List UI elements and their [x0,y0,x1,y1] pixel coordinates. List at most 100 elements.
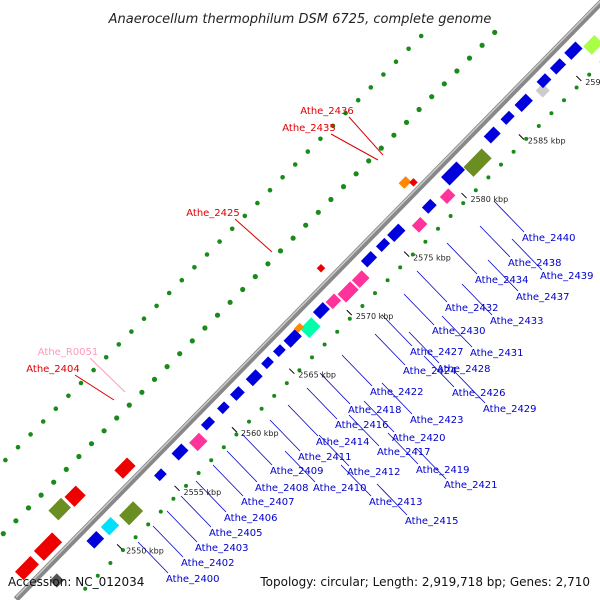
gene-group [189,432,208,452]
gc-dot [114,415,120,421]
leader-line [363,400,395,433]
gc-dot [15,444,21,450]
gene-feature [261,356,274,370]
gene-feature [463,148,492,177]
gene-group [217,401,230,415]
gene-feature [387,223,406,243]
tick-label: 2590 kbp [585,78,600,87]
gene-label: Athe_2402 [181,558,235,569]
gc-dot [154,303,159,309]
gene-label: Athe_2433 [490,316,544,327]
gene-labels: Athe_2436 Athe_2435 Athe_2425 Athe_R0051 Ath… [26,106,593,585]
leader-line [493,200,525,233]
gc-dot [0,531,6,537]
gene-feature [483,126,501,144]
gene-label: Athe_2436 [300,106,354,117]
gene-group [421,198,437,214]
tick-mark [231,426,238,433]
gc-dot [164,364,170,370]
gc-dot [328,196,334,203]
leader-line [446,242,478,275]
gene-group [245,369,263,387]
gc-dot [151,376,158,382]
gc-dot [116,342,122,347]
gc-dot [126,402,132,408]
gc-dot [403,119,410,125]
gene-group [514,93,533,113]
gc-dot [340,184,347,190]
gc-dot [227,299,233,305]
gc-dot [416,106,422,113]
tick-label: 2560 kbp [241,429,279,438]
gc-dot [441,81,447,87]
gene-group [439,188,456,204]
gc-dot [418,33,424,39]
leader-line [348,116,384,156]
gc-dot [303,222,309,228]
gene-group [100,517,120,536]
gene-feature [100,517,120,536]
gc-dot [272,393,277,398]
gene-group [536,73,552,89]
leader-line [416,270,448,303]
gc-dot [393,59,399,64]
leader-line [454,371,486,404]
gc-dot [38,492,44,498]
gene-group [294,322,304,333]
gc-dot [40,419,46,424]
gc-dot [549,111,554,116]
gc-dot [234,432,239,437]
gene-label: Athe_2434 [475,275,529,286]
gc-dot [466,55,473,61]
gene-feature [316,263,326,273]
tick-label: 2565 kbp [298,371,336,380]
leader-line [152,525,184,558]
gene-label: Athe_2414 [316,437,370,448]
leader-line [287,404,319,437]
gene-feature [217,401,230,415]
gene-label: Athe_2407 [241,497,295,508]
gene-group [283,329,302,348]
gc-dot [229,226,235,232]
gene-label: Athe_2438 [508,258,562,269]
tick-mark [288,368,295,375]
leader-line [306,387,338,420]
gc-dot [315,209,321,215]
gene-feature [49,573,64,588]
gc-dot [511,149,516,154]
gene-group [300,317,321,338]
gene-label: Athe_2419 [416,465,470,476]
gene-feature [15,556,39,581]
gc-skew-track [0,29,600,591]
leader-line [226,450,258,483]
gene-group [409,178,418,187]
gc-dot [221,445,226,450]
leader-line [269,419,301,452]
leader-line [381,382,413,415]
gc-dot [141,316,147,322]
gc-dot [217,239,222,244]
backbone-highlight [15,0,600,598]
gene-group [312,302,330,320]
gene-group [351,270,370,288]
gc-dot [448,214,453,218]
tick-label: 2550 kbp [126,546,164,555]
tick-label: 2570 kbp [356,312,394,321]
gene-label: Athe_2413 [369,497,423,508]
gene-label: Athe_2400 [166,574,220,585]
gene-group [48,497,71,521]
gene-label: Athe_2440 [522,233,576,244]
gc-dot [265,261,271,267]
leader-line [487,259,519,292]
gene-label: Athe_2406 [224,513,278,524]
gene-group [463,148,492,177]
gc-dot [240,286,246,293]
gc-dot [209,458,214,463]
gc-dot [378,145,384,151]
gc-dot [277,248,284,254]
gene-group [316,263,326,273]
gene-label: Athe_2403 [195,543,249,554]
gene-group [64,485,86,507]
gc-dot [76,453,82,460]
